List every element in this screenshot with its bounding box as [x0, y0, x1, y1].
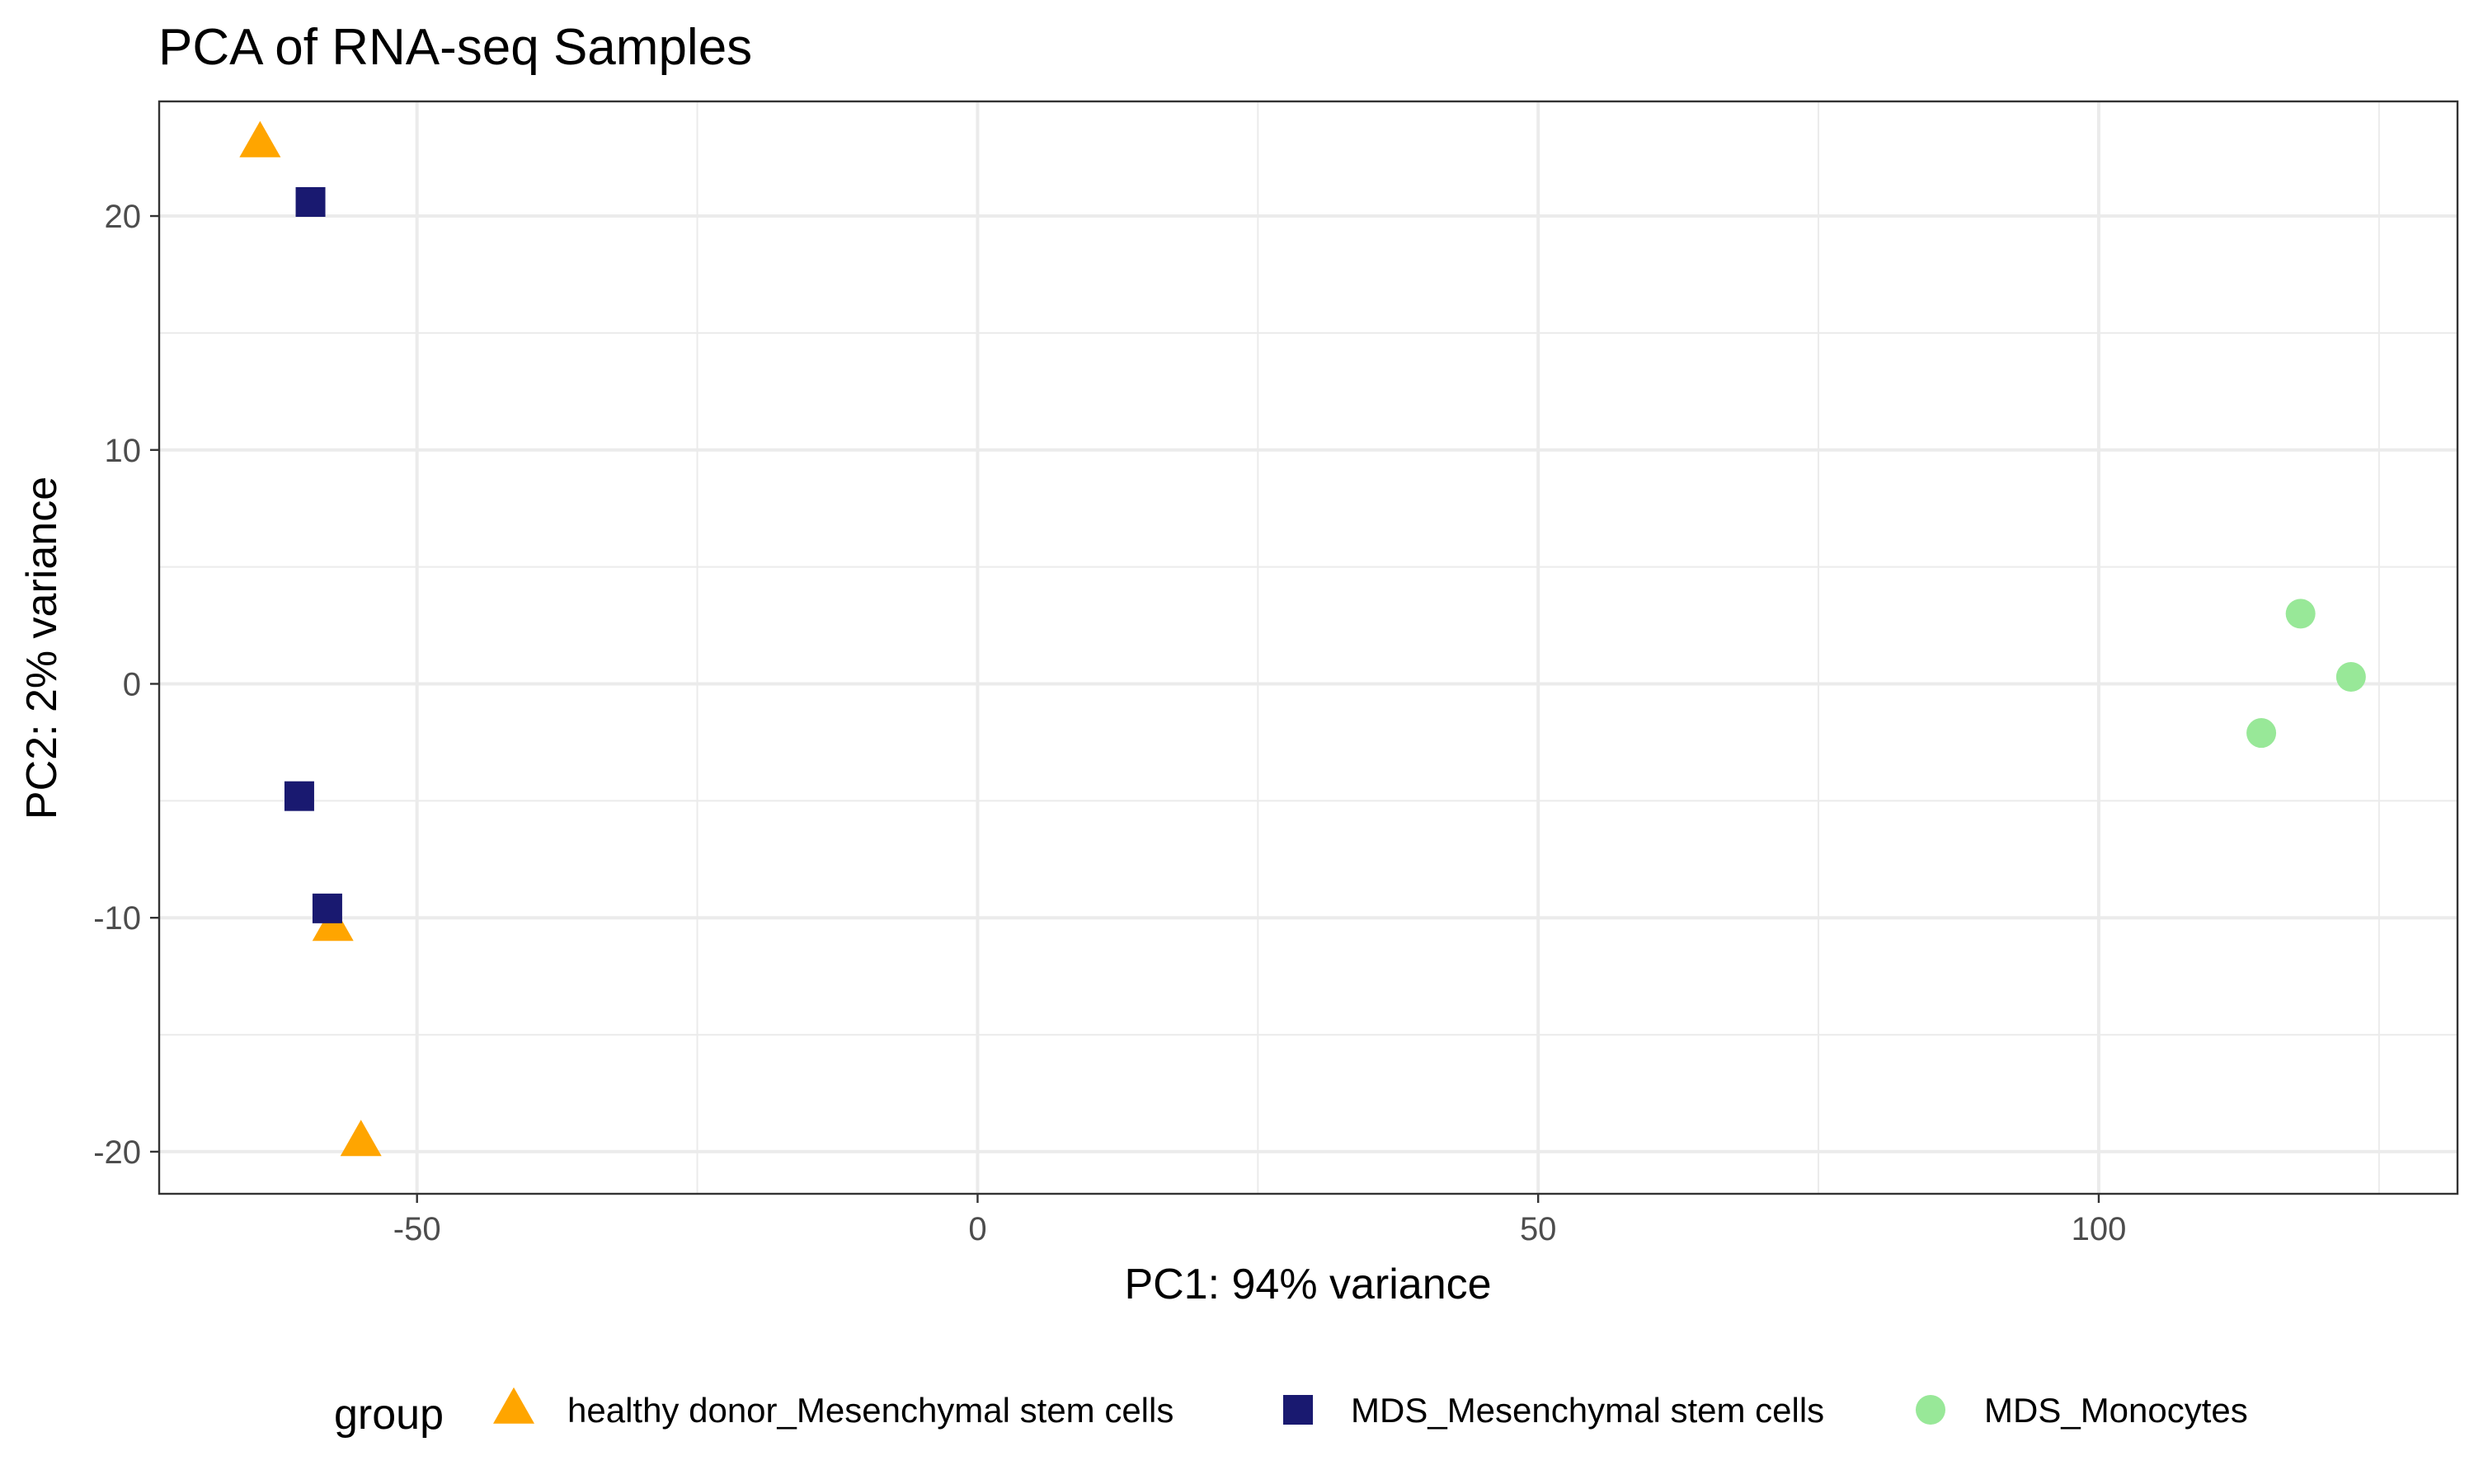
- data-point-circle: [2335, 661, 2366, 692]
- data-points: [239, 120, 2366, 1157]
- chart-title: PCA of RNA-seq Samples: [158, 19, 752, 76]
- legend-key-circle: [1916, 1395, 1945, 1425]
- plot-panel: [158, 100, 2459, 1195]
- y-tick-label: -20: [93, 1134, 141, 1171]
- x-tick-label: 0: [968, 1211, 986, 1247]
- data-point-square: [295, 187, 326, 218]
- data-point-square: [312, 893, 342, 923]
- y-tick-label: 0: [123, 666, 141, 702]
- x-axis: -50 0 50 100: [393, 1194, 2127, 1247]
- panel-border: [158, 100, 2459, 1195]
- x-tick-label: 100: [2072, 1211, 2127, 1247]
- panel-background: [159, 101, 2458, 1194]
- data-point-triangle: [340, 1120, 382, 1157]
- minor-gridlines: [159, 101, 2458, 1194]
- data-point-circle: [2285, 599, 2316, 629]
- legend: group healthy donor_Mesenchymal stem cel…: [334, 1387, 2248, 1439]
- legend-key-square: [1283, 1395, 1313, 1425]
- y-tick-label: -10: [93, 900, 141, 937]
- y-axis-title: PC2: 2% variance: [18, 477, 66, 819]
- legend-key-triangle: [493, 1387, 534, 1424]
- y-tick-label: 20: [105, 199, 142, 235]
- legend-label: MDS_Monocytes: [1984, 1391, 2248, 1430]
- legend-item: MDS_Monocytes: [1916, 1391, 2248, 1430]
- legend-item: healthy donor_Mesenchymal stem cells: [493, 1387, 1174, 1430]
- legend-title: group: [334, 1391, 444, 1439]
- x-axis-title: PC1: 94% variance: [1124, 1261, 1491, 1308]
- legend-label: MDS_Mesenchymal stem cells: [1351, 1391, 1824, 1430]
- legend-item: MDS_Mesenchymal stem cells: [1283, 1391, 1824, 1430]
- data-point-circle: [2246, 718, 2277, 749]
- x-tick-label: 50: [1520, 1211, 1557, 1247]
- legend-items: healthy donor_Mesenchymal stem cells MDS_…: [493, 1387, 2248, 1430]
- x-tick-label: -50: [393, 1211, 441, 1247]
- legend-label: healthy donor_Mesenchymal stem cells: [567, 1391, 1174, 1430]
- data-point-triangle: [239, 120, 281, 157]
- data-point-square: [284, 781, 314, 811]
- major-gridlines: [159, 101, 2458, 1194]
- y-axis: -20 -10 0 10 20: [93, 199, 159, 1171]
- y-tick-label: 10: [105, 433, 142, 469]
